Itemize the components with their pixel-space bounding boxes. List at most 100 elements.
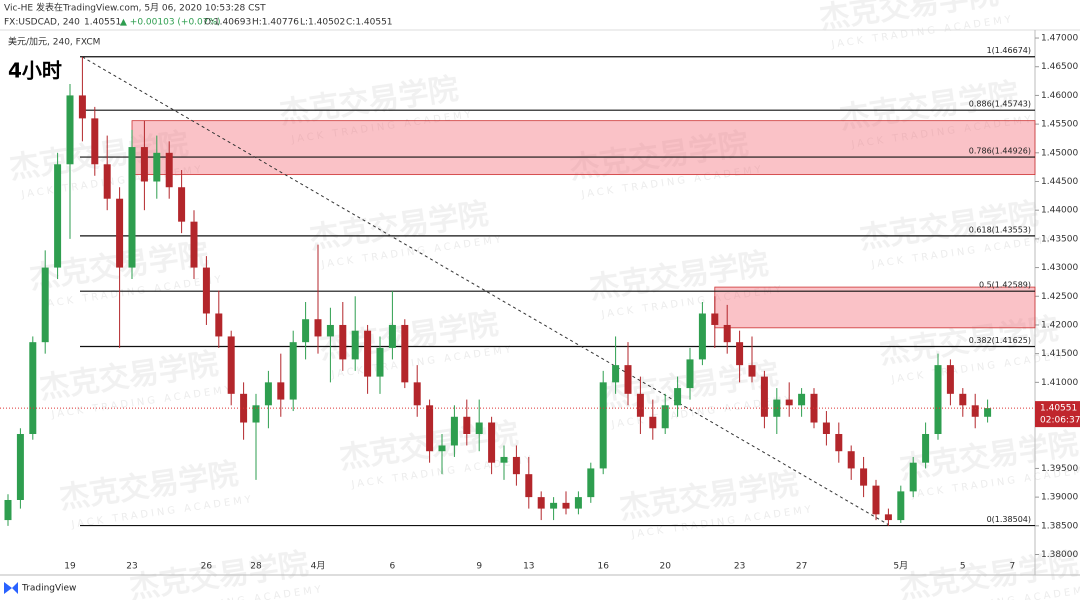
candle-body xyxy=(388,324,396,348)
fib-label: 0.618(1.43553) xyxy=(969,225,1031,234)
x-tick-label: 6 xyxy=(390,562,396,572)
x-tick-label: 9 xyxy=(476,562,482,572)
candle-body xyxy=(165,152,173,188)
candle-body xyxy=(612,365,620,383)
footer: TradingView xyxy=(21,584,76,594)
zone xyxy=(131,120,1036,176)
trendline xyxy=(82,56,889,526)
countdown: 02:06:37 xyxy=(1040,416,1080,426)
y-tick-label: 1.41000 xyxy=(1041,378,1078,388)
candle-body xyxy=(376,347,384,377)
candle-body xyxy=(488,422,496,463)
candle-body xyxy=(922,433,930,463)
y-tick-label: 1.44000 xyxy=(1041,206,1078,216)
price-tag-label: 1.40551 xyxy=(1040,404,1077,414)
candle-body xyxy=(760,376,768,417)
candle-body xyxy=(934,365,942,434)
candle-body xyxy=(227,336,235,394)
candle-body xyxy=(624,365,632,394)
candle-body xyxy=(326,324,334,337)
y-tick-label: 1.45500 xyxy=(1041,120,1078,130)
candle-body xyxy=(599,382,607,469)
x-tick-label: 4月 xyxy=(311,561,326,572)
candle-body xyxy=(550,502,558,509)
candle-body xyxy=(426,405,434,452)
change: ▲ +0.00103 (+0.07%) xyxy=(120,18,221,28)
x-tick-label: 27 xyxy=(796,562,807,572)
x-tick-label: 28 xyxy=(250,562,262,572)
fib-label: 0.5(1.42589) xyxy=(979,281,1031,290)
candle-body xyxy=(785,399,793,406)
x-tick-label: 5月 xyxy=(893,561,908,572)
candle-body xyxy=(190,221,198,268)
x-tick-label: 23 xyxy=(734,562,745,572)
candle-body xyxy=(54,164,62,268)
candle-body xyxy=(636,393,644,417)
y-tick-label: 1.44500 xyxy=(1041,177,1078,187)
candle-body xyxy=(128,147,136,268)
candle-body xyxy=(822,422,830,434)
y-tick-label: 1.46000 xyxy=(1041,91,1078,101)
candle-body xyxy=(500,456,508,463)
low: L:1.40502 xyxy=(300,18,345,28)
candle-body xyxy=(463,416,471,434)
candle-body xyxy=(773,399,781,417)
high: H:1.40776 xyxy=(252,18,299,28)
y-tick-label: 1.45000 xyxy=(1041,148,1078,158)
fib-label: 0.786(1.44926) xyxy=(969,147,1031,156)
candle-body xyxy=(178,187,186,222)
candle-body xyxy=(711,313,719,325)
candle-body xyxy=(351,330,359,360)
candle-body xyxy=(798,393,806,406)
fib-label: 0(1.38504) xyxy=(987,515,1031,524)
y-tick-label: 1.41500 xyxy=(1041,349,1078,359)
chart-subtitle: 美元/加元, 240, FXCM xyxy=(8,36,100,48)
candle-body xyxy=(649,416,657,429)
candle-body xyxy=(202,267,210,314)
candle-body xyxy=(587,468,595,498)
candle-body xyxy=(984,408,992,417)
candle-body xyxy=(401,324,409,383)
x-tick-label: 26 xyxy=(201,562,213,572)
x-tick-label: 7 xyxy=(1010,562,1016,572)
candle-body xyxy=(339,324,347,360)
open: O:1.40693 xyxy=(204,18,251,28)
candle-body xyxy=(16,433,24,500)
candle-body xyxy=(525,474,533,498)
plot: 1.47000 1.46500 1.46000 1.45500 1.45000 1.445… xyxy=(0,34,1080,572)
candle-body xyxy=(364,330,372,377)
candle-body xyxy=(537,497,545,509)
fib-label: 0.886(1.45743) xyxy=(969,100,1031,109)
candle-body xyxy=(450,416,458,446)
candle-body xyxy=(909,462,917,492)
candle-body xyxy=(562,502,570,509)
candle-body xyxy=(686,359,694,389)
chart-title: 4小时 xyxy=(8,59,62,83)
x-tick-label: 13 xyxy=(523,562,534,572)
candle-body xyxy=(661,405,669,429)
candle-body xyxy=(153,152,161,182)
price-tag xyxy=(1035,401,1080,428)
candle-body xyxy=(264,382,272,406)
candle-body xyxy=(314,319,322,337)
logo xyxy=(4,582,18,594)
candle-body xyxy=(302,319,310,343)
x-tick-label: 20 xyxy=(659,562,671,572)
y-tick-label: 1.43500 xyxy=(1041,234,1078,244)
fib-label: 1(1.46674) xyxy=(987,46,1031,55)
candle-body xyxy=(140,147,148,182)
candle-body xyxy=(252,405,260,423)
candle-body xyxy=(66,95,74,165)
candle-body xyxy=(4,499,12,521)
candle-body xyxy=(103,164,111,199)
candle-body xyxy=(698,313,706,360)
candle-body xyxy=(736,342,744,366)
last-price: 1.40551 xyxy=(84,18,121,28)
candle-body xyxy=(215,313,223,337)
candle-body xyxy=(78,95,86,119)
candle-body xyxy=(946,365,954,394)
candle-body xyxy=(413,382,421,406)
y-tick-label: 1.38000 xyxy=(1041,550,1078,560)
y-tick-label: 1.46500 xyxy=(1041,62,1078,72)
candle-body xyxy=(897,491,905,521)
